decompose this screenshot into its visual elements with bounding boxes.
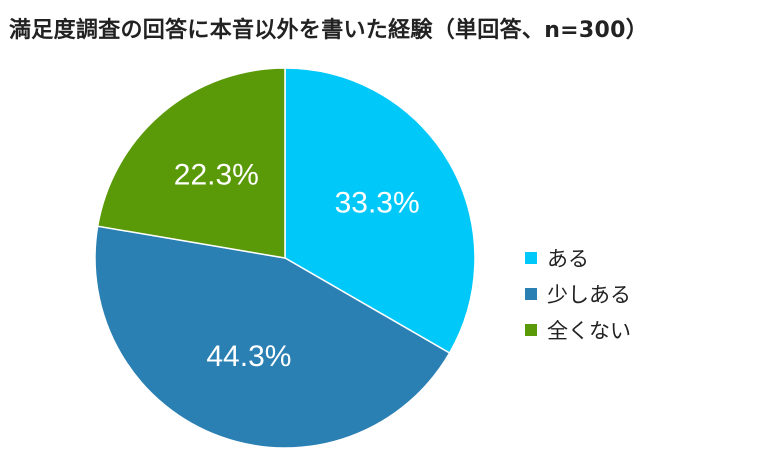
legend-swatch-sukoshi-aru [525,288,537,300]
chart-title: 満足度調査の回答に本音以外を書いた経験（単回答、n=300） [9,18,649,43]
legend-item-mattaku-nai: 全くない [525,312,631,348]
legend-swatch-aru [525,252,537,264]
legend-item-sukoshi-aru: 少しある [525,276,631,312]
pie-slice-aru [284,67,476,355]
data-label-mattaku-nai: 22.3% [174,159,259,192]
legend: ある 少しある 全くない [525,240,631,348]
legend-label-mattaku-nai: 全くない [547,319,631,343]
legend-swatch-mattaku-nai [525,324,537,336]
legend-label-sukoshi-aru: 少しある [547,283,631,307]
legend-item-aru: ある [525,240,631,276]
data-label-aru: 33.3% [335,187,420,220]
data-label-sukoshi-aru: 44.3% [206,340,291,373]
pie-slice-mattaku-nai [96,67,286,259]
pie-slice-sukoshi-aru [94,225,451,449]
legend-label-aru: ある [547,247,589,271]
